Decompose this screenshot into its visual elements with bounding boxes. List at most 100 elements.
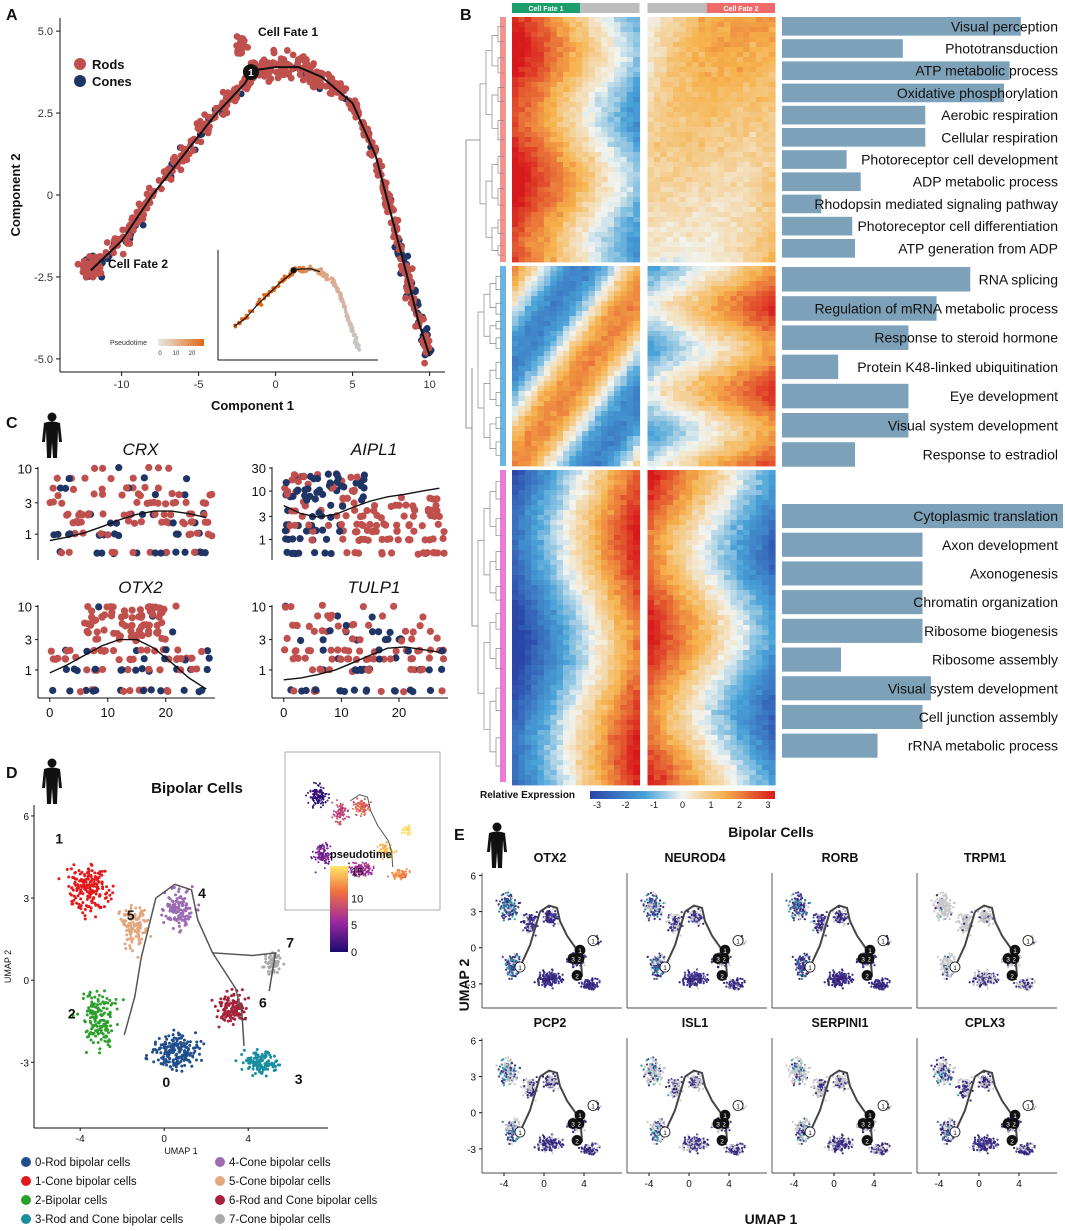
heatmap-cell bbox=[743, 142, 751, 148]
heatmap-cell bbox=[730, 470, 738, 476]
heatmap-cell bbox=[531, 520, 539, 526]
heatmap-cell bbox=[563, 107, 570, 113]
heatmap-cell bbox=[711, 257, 719, 263]
heatmap-cell bbox=[518, 207, 526, 213]
heatmap-cell bbox=[755, 47, 763, 53]
heatmap-cell bbox=[711, 266, 719, 272]
rod-point bbox=[294, 56, 302, 64]
heatmap-cell bbox=[666, 112, 674, 118]
heatmap-cell bbox=[575, 421, 583, 427]
heatmap-cell bbox=[647, 32, 655, 38]
heatmap-cell bbox=[660, 515, 668, 521]
heatmap-cell bbox=[601, 421, 609, 427]
heatmap-cell bbox=[524, 102, 532, 108]
heatmap-cell bbox=[692, 331, 700, 337]
heatmap-cell bbox=[660, 162, 668, 168]
heatmap-cell bbox=[575, 137, 583, 143]
heatmap-cell bbox=[626, 490, 634, 496]
heatmap-cell bbox=[679, 286, 687, 292]
heatmap-cell bbox=[543, 122, 551, 128]
heatmap-cell bbox=[749, 336, 757, 342]
heatmap-cell bbox=[730, 137, 738, 143]
heatmap-cell bbox=[614, 401, 621, 407]
heatmap-cell bbox=[711, 87, 719, 93]
heatmap-cell bbox=[543, 182, 551, 188]
heatmap-cell bbox=[692, 406, 700, 412]
heatmap-cell bbox=[563, 207, 570, 213]
heatmap-cell bbox=[673, 147, 680, 153]
heatmap-cell bbox=[569, 252, 577, 258]
heatmap-cell bbox=[563, 77, 570, 83]
heatmap-cell bbox=[620, 470, 628, 476]
heatmap-cell bbox=[762, 62, 770, 68]
heatmap-cell bbox=[626, 336, 634, 342]
heatmap-cell bbox=[550, 510, 558, 516]
heatmap-cell bbox=[626, 57, 634, 63]
heatmap-cell bbox=[614, 177, 621, 183]
heatmap-cell bbox=[685, 162, 693, 168]
heatmap-cell bbox=[582, 212, 590, 218]
heatmap-cell bbox=[569, 470, 577, 476]
heatmap-cell bbox=[717, 102, 725, 108]
heatmap-cell bbox=[717, 356, 725, 362]
heatmap-cell bbox=[653, 510, 661, 516]
heatmap-cell bbox=[673, 306, 680, 312]
heatmap-cell bbox=[543, 306, 551, 312]
heatmap-cell bbox=[755, 217, 763, 223]
heatmap-cell bbox=[626, 247, 634, 253]
heatmap-cell bbox=[743, 32, 751, 38]
heatmap-cell bbox=[717, 62, 725, 68]
heatmap-cell bbox=[531, 17, 539, 23]
heatmap-cell bbox=[607, 202, 615, 208]
heatmap-cell bbox=[588, 510, 596, 516]
heatmap-cell bbox=[550, 122, 558, 128]
heatmap-cell bbox=[518, 351, 526, 357]
inset-point bbox=[353, 337, 358, 342]
heatmap-cell bbox=[692, 421, 700, 427]
heatmap-cell bbox=[736, 257, 744, 263]
heatmap-cell bbox=[755, 37, 763, 43]
heatmap-cell bbox=[743, 67, 751, 73]
heatmap-cell bbox=[736, 247, 744, 253]
heatmap-cell bbox=[762, 37, 770, 43]
heatmap-cell bbox=[582, 92, 590, 98]
heatmap-cell bbox=[673, 252, 680, 258]
heatmap-cell bbox=[620, 341, 628, 347]
heatmap-cell bbox=[711, 147, 719, 153]
heatmap-cell bbox=[620, 127, 628, 133]
heatmap-cell bbox=[512, 62, 519, 68]
heatmap-cell bbox=[569, 117, 577, 123]
heatmap-cell bbox=[717, 495, 725, 501]
heatmap-cell bbox=[743, 436, 751, 442]
heatmap-cell bbox=[653, 421, 661, 427]
heatmap-cell bbox=[569, 525, 577, 531]
heatmap-cell bbox=[575, 356, 583, 362]
heatmap-cell bbox=[563, 242, 570, 248]
heatmap-cell bbox=[736, 520, 744, 526]
heatmap-cell bbox=[550, 242, 558, 248]
heatmap-cell bbox=[543, 197, 551, 203]
heatmap-cell bbox=[685, 456, 693, 462]
heatmap-cell bbox=[768, 252, 776, 258]
heatmap-cell bbox=[736, 500, 744, 506]
heatmap-cell bbox=[749, 321, 757, 327]
heatmap-cell bbox=[563, 252, 570, 258]
heatmap-cell bbox=[601, 202, 609, 208]
inset-point bbox=[352, 332, 356, 337]
heatmap-cell bbox=[730, 247, 738, 253]
heatmap-cell bbox=[550, 187, 558, 193]
heatmap-cell bbox=[755, 102, 763, 108]
heatmap-cell bbox=[749, 67, 757, 73]
heatmap-cell bbox=[594, 22, 602, 28]
heatmap-cell bbox=[724, 52, 731, 58]
heatmap-cell bbox=[537, 22, 545, 28]
heatmap-cell bbox=[762, 67, 770, 73]
heatmap-cell bbox=[762, 286, 770, 292]
heatmap-cell bbox=[660, 470, 668, 476]
heatmap-cell bbox=[647, 391, 655, 397]
heatmap-cell bbox=[582, 381, 590, 387]
heatmap-cell bbox=[626, 102, 634, 108]
heatmap-cell bbox=[563, 192, 570, 198]
heatmap-cell bbox=[512, 326, 519, 332]
